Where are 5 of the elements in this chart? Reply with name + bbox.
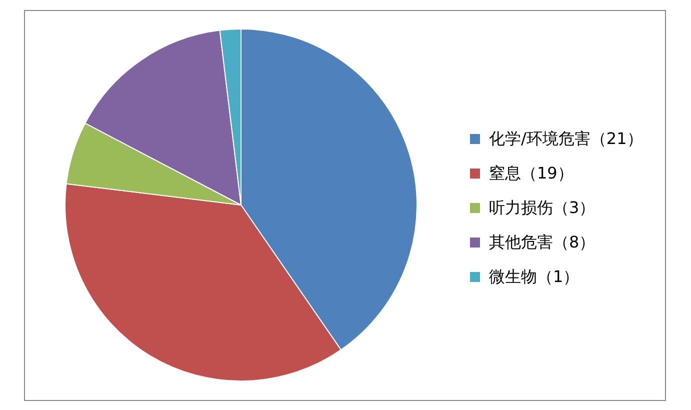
legend-label: 其他危害（8） [489, 232, 596, 252]
legend-label: 窒息（19） [489, 164, 574, 182]
legend-label: 化学/环境危害（21） [489, 129, 643, 148]
legend-label: 听力损伤（3） [489, 198, 596, 217]
legend-label: 微生物（1） [489, 267, 580, 286]
